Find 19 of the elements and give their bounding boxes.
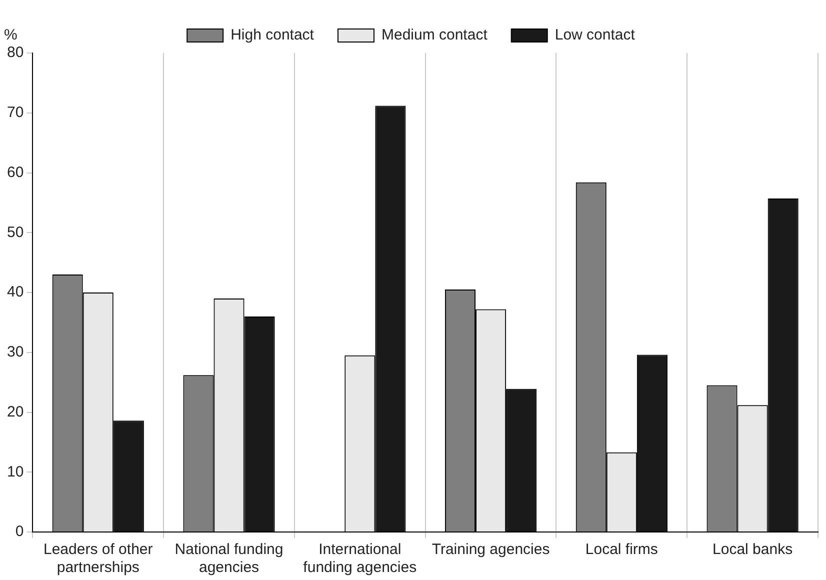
x-tick-label: Local banks	[712, 541, 793, 558]
y-tick-label: 40	[6, 284, 24, 301]
y-tick-label: 10	[6, 463, 24, 480]
x-tick-label: Training agencies	[432, 541, 550, 558]
y-tick-label: 30	[6, 344, 24, 361]
y-tick-label: 0	[15, 523, 24, 540]
legend-label: Low contact	[554, 26, 636, 44]
y-tick-label: 20	[6, 403, 24, 420]
y-tick-label: 70	[6, 104, 24, 122]
x-tick-label: Leaders of other partnerships	[44, 541, 153, 576]
x-tick-label: International funding agencies	[303, 541, 417, 576]
y-tick-label: 50	[6, 224, 24, 241]
legend-label: Medium contact	[381, 26, 488, 44]
legend-label: High contact	[230, 26, 315, 44]
y-axis-title: %	[4, 26, 18, 44]
x-tick-label: Local firms	[585, 541, 658, 558]
y-tick-label: 60	[6, 164, 24, 181]
x-tick-label: National funding agencies	[174, 541, 284, 576]
y-tick-label: 80	[6, 44, 24, 62]
